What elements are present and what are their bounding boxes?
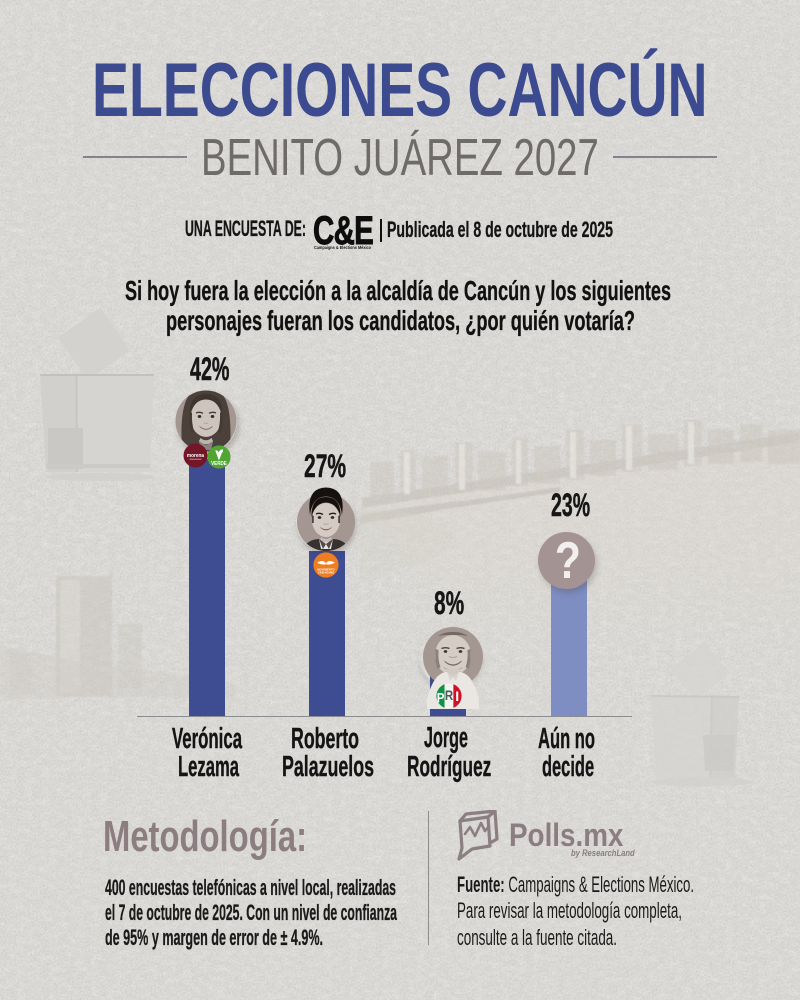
- svg-text:P: P: [437, 689, 445, 705]
- svg-text:R: R: [445, 686, 453, 702]
- svg-text:Polls.mx: Polls.mx: [509, 818, 624, 853]
- svg-text:CIUDADANO: CIUDADANO: [318, 571, 334, 575]
- svg-text:by ResearchLand: by ResearchLand: [571, 849, 636, 859]
- svg-text:morena: morena: [187, 453, 204, 459]
- svg-text:VERDE: VERDE: [211, 461, 227, 467]
- svg-text:I: I: [455, 688, 459, 704]
- svg-text:MOVIMIENTO: MOVIMIENTO: [317, 568, 334, 572]
